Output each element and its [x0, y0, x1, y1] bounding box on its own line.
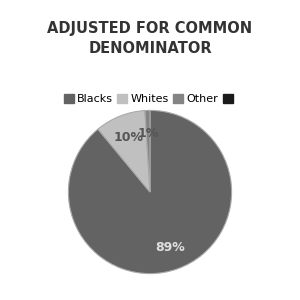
Text: ADJUSTED FOR COMMON
DENOMINATOR: ADJUSTED FOR COMMON DENOMINATOR [47, 21, 253, 56]
Text: 10%: 10% [113, 131, 143, 144]
Wedge shape [145, 110, 150, 192]
Wedge shape [98, 111, 150, 192]
Text: 89%: 89% [155, 241, 185, 254]
Text: 1%: 1% [137, 127, 159, 140]
Legend: Blacks, Whites, Other, : Blacks, Whites, Other, [59, 90, 241, 109]
Wedge shape [68, 110, 232, 274]
